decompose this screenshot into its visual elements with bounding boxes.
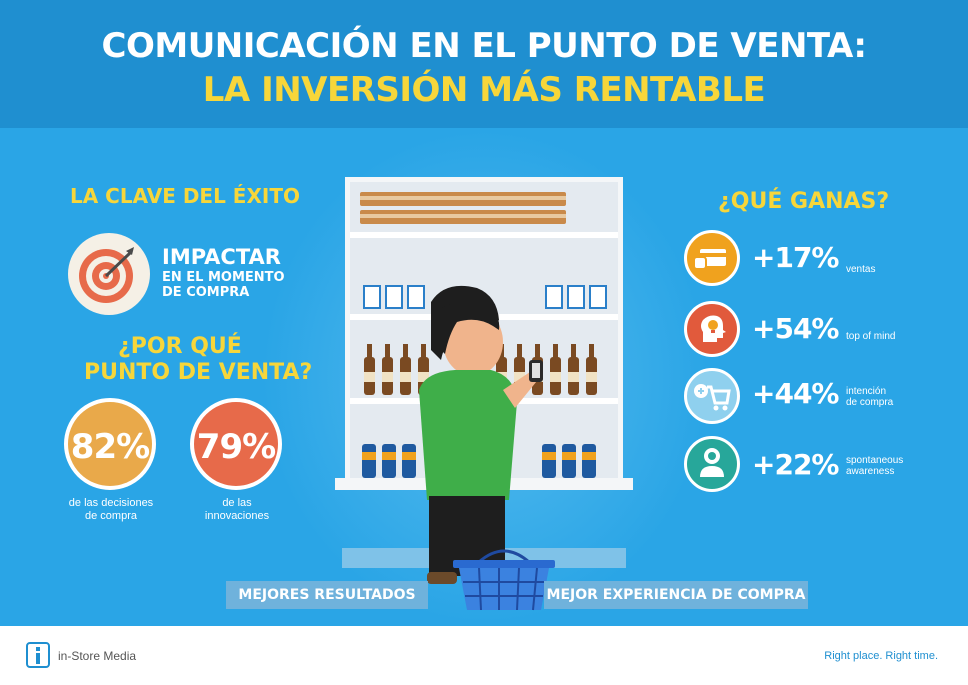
stat-82-bubble: 82% <box>64 398 156 490</box>
clave-heading: LA CLAVE DEL ÉXITO <box>70 184 300 208</box>
mejores-resultados-label: MEJORES RESULTADOS <box>226 581 428 609</box>
porque-line-1: ¿POR QUÉ <box>118 334 242 359</box>
benefit-value-top-of-mind: +54% <box>752 312 839 345</box>
ganas-heading: ¿QUÉ GANAS? <box>718 189 890 214</box>
benefit-label-ventas: ventas <box>846 264 876 275</box>
title-line-2: LA INVERSIÓN MÁS RENTABLE <box>202 70 766 110</box>
impactar-title: IMPACTAR <box>162 245 281 269</box>
shopping-cart-plus-icon <box>684 368 740 424</box>
mejor-experiencia-label: MEJOR EXPERIENCIA DE COMPRA <box>544 581 808 609</box>
instore-logo-icon <box>26 642 50 668</box>
idea-head-icon <box>684 301 740 357</box>
brand-name: in-Store Media <box>58 649 137 663</box>
stat-79-bubble: 79% <box>190 398 282 490</box>
target-icon <box>68 233 150 315</box>
header-banner: COMUNICACIÓN EN EL PUNTO DE VENTA: LA IN… <box>0 0 968 128</box>
benefit-label-top-of-mind: top of mind <box>846 331 896 342</box>
benefit-label-awareness: spontaneous awareness <box>846 455 904 477</box>
shopping-basket-icon <box>449 546 559 614</box>
footer: in-Store Media Right place. Right time. <box>0 626 968 685</box>
slogan: Right place. Right time. <box>824 650 938 662</box>
stat-82-caption: de las decisiones de compra <box>68 497 154 522</box>
benefit-value-awareness: +22% <box>752 448 839 481</box>
payment-card-icon <box>684 230 740 286</box>
awareness-person-icon <box>684 436 740 492</box>
porque-line-2: PUNTO DE VENTA? <box>84 360 313 385</box>
stat-79-caption: de las innovaciones <box>204 497 270 522</box>
title-line-1: COMUNICACIÓN EN EL PUNTO DE VENTA: <box>101 26 868 66</box>
benefit-label-intencion: intención de compra <box>846 386 894 408</box>
impactar-subtitle: EN EL MOMENTO DE COMPRA <box>162 270 285 300</box>
benefit-value-ventas: +17% <box>752 241 839 274</box>
benefit-value-intencion: +44% <box>752 377 839 410</box>
